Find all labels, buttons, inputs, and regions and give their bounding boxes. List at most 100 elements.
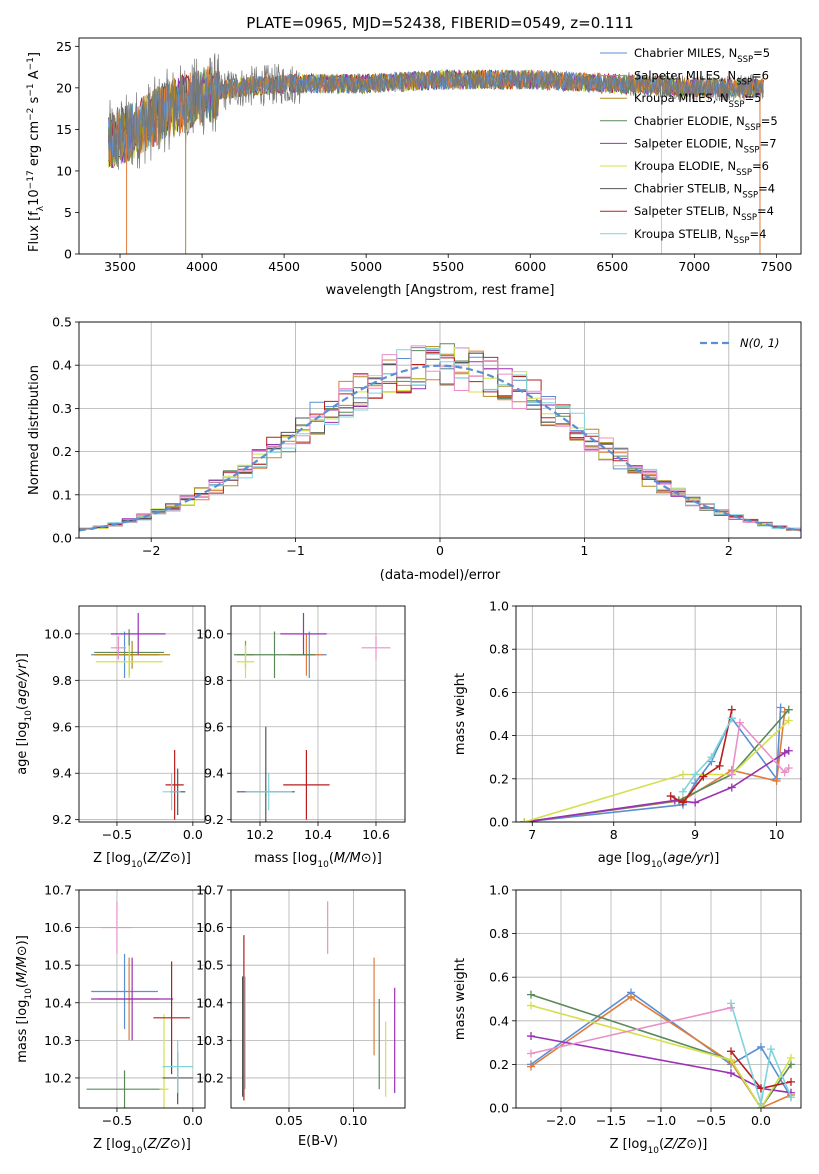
legend-entry: Salpeter MILES, NSSP=6 — [634, 69, 769, 88]
series-marker — [772, 776, 781, 785]
series-marker — [727, 1056, 735, 1065]
series-marker — [691, 798, 700, 807]
label-part: ( — [329, 851, 334, 866]
y-tick-label: 1.0 — [489, 599, 509, 614]
series-marker — [727, 1069, 735, 1078]
figure-title: PLATE=0965, MJD=52438, FIBERID=0549, z=0… — [246, 14, 633, 32]
y-tick-label: 10.3 — [44, 1033, 72, 1048]
x-tick-label: 0.10 — [340, 1113, 368, 1128]
y-tick-label: 0.1 — [52, 487, 72, 502]
label-part: )] — [709, 851, 719, 866]
label-part: Z/Z⊙ — [147, 1137, 181, 1152]
y-tick-label: 10.6 — [196, 920, 224, 935]
label-part: ] — [27, 52, 42, 57]
label-part: λ — [36, 205, 46, 211]
series-marker — [527, 1032, 535, 1041]
label-part: erg cm — [27, 121, 42, 170]
series-line — [530, 1004, 792, 1108]
legend-name: Kroupa ELODIE, N — [634, 159, 736, 173]
legend-sub: SSP — [737, 55, 753, 65]
y-tick-label: 10.2 — [44, 1070, 72, 1085]
series-line — [530, 1035, 792, 1094]
x-tick-label: 7 — [528, 827, 536, 842]
label-part: −2 — [26, 108, 36, 121]
x-axis-label: (data-model)/error — [380, 568, 501, 583]
y-tick-label: 9.4 — [52, 766, 72, 781]
y-axis-label: age [log10(age/yr)] — [15, 653, 34, 775]
legend-entry: Kroupa ELODIE, NSSP=6 — [634, 159, 769, 178]
label-part: ( — [143, 1137, 148, 1152]
legend-entry: Salpeter STELIB, NSSP=4 — [634, 204, 774, 223]
series-line — [523, 709, 790, 822]
y-tick-label: 0.8 — [489, 642, 509, 657]
label-part: )] — [181, 851, 191, 866]
mass-vs-Z-panel: −0.5 0.010.210.310.410.510.610.7Z [log10(… — [15, 883, 206, 1156]
label-part: M/M⊙ — [334, 851, 372, 866]
x-axis-label: age [log10(age/yr)] — [598, 851, 720, 870]
y-tick-label: 10.7 — [44, 883, 72, 898]
axes-frame — [515, 889, 802, 1109]
legend-name: Chabrier STELIB, N — [634, 182, 742, 196]
series-marker — [691, 770, 700, 779]
y-tick-label: 10.4 — [196, 995, 224, 1010]
legend-name: Salpeter ELODIE, N — [634, 136, 744, 150]
series-marker — [784, 764, 793, 772]
y-tick-label: 0.4 — [52, 358, 72, 373]
series-marker — [527, 1062, 535, 1071]
label-part: age/yr — [15, 662, 30, 705]
x-axis-label: E(B-V) — [298, 1134, 338, 1149]
x-tick-label: −0.5 — [696, 1113, 726, 1128]
x-tick-label: 8 — [610, 827, 618, 842]
axes-frame — [230, 605, 406, 823]
spectrum-panel: 3500 4000 4500 5000 5500 6000 6500 7000 7500 0 5 10… — [26, 37, 802, 298]
residual-panel: −2 −1 0 1 2 0.0 0.1 0.2 0.3 0.4 0.5 (data-model)/er… — [27, 315, 802, 583]
label-part: ( — [15, 983, 30, 988]
legend-sub: SSP — [742, 191, 758, 201]
series-marker — [787, 1077, 795, 1086]
label-part: )] — [15, 935, 30, 945]
label-part: 10 — [24, 710, 34, 722]
x-tick-label: −1.0 — [646, 1113, 676, 1128]
label-part: −1 — [26, 83, 36, 96]
series-marker — [787, 1053, 795, 1062]
series-marker — [727, 705, 736, 714]
legend-name: Salpeter STELIB, N — [634, 204, 741, 218]
x-tick-label: 6500 — [596, 259, 628, 274]
series-line — [682, 717, 733, 793]
massweight-vs-Z-panel: −2.0 −1.5 −1.0 −0.5 0.0 0.0 0.2 0.4 0.6 0.8 1.0 Z [… — [453, 883, 802, 1156]
label-part: M/M⊙ — [15, 945, 30, 983]
legend-sub: SSP — [734, 236, 750, 246]
histograms — [79, 343, 801, 533]
x-axis-label: Z [log10(Z/Z⊙)] — [610, 1137, 708, 1156]
y-tick-label: 10.2 — [196, 1070, 224, 1085]
gaussian-curve — [79, 364, 801, 532]
error-bars — [91, 612, 186, 820]
x-tick-label: −1.5 — [596, 1113, 626, 1128]
axes-frame — [78, 37, 802, 255]
label-part: Z/Z⊙ — [663, 1137, 697, 1152]
y-tick-label: 0.2 — [489, 1057, 509, 1072]
y-tick-label: 10.7 — [196, 883, 224, 898]
legend-n: =7 — [760, 136, 777, 150]
label-part: s — [27, 96, 42, 107]
y-tick-label: 9.2 — [204, 812, 224, 827]
label-part: Z [log — [93, 851, 131, 866]
series-marker — [767, 1045, 775, 1054]
x-tick-label: 0.0 — [751, 1113, 771, 1128]
y-tick-label: 9.2 — [52, 812, 72, 827]
label-part: 10 — [651, 860, 663, 870]
legend-entry: Kroupa STELIB, NSSP=4 — [634, 227, 766, 246]
y-tick-label: 0.2 — [489, 771, 509, 786]
x-tick-label: −2.0 — [546, 1113, 576, 1128]
y-tick-label: 10.0 — [44, 626, 72, 641]
series-marker — [727, 714, 736, 723]
x-axis-label: Z [log10(Z/Z⊙)] — [93, 1137, 191, 1156]
y-tick-label: 15 — [56, 122, 72, 137]
y-tick-label: 0.8 — [489, 926, 509, 941]
x-tick-label: 10.2 — [246, 827, 274, 842]
series-marker — [757, 1099, 765, 1108]
y-tick-label: 10.3 — [196, 1033, 224, 1048]
y-tick-label: 0.0 — [489, 815, 509, 830]
axes-frame — [515, 605, 802, 823]
label-part: Z [log — [610, 1137, 648, 1152]
